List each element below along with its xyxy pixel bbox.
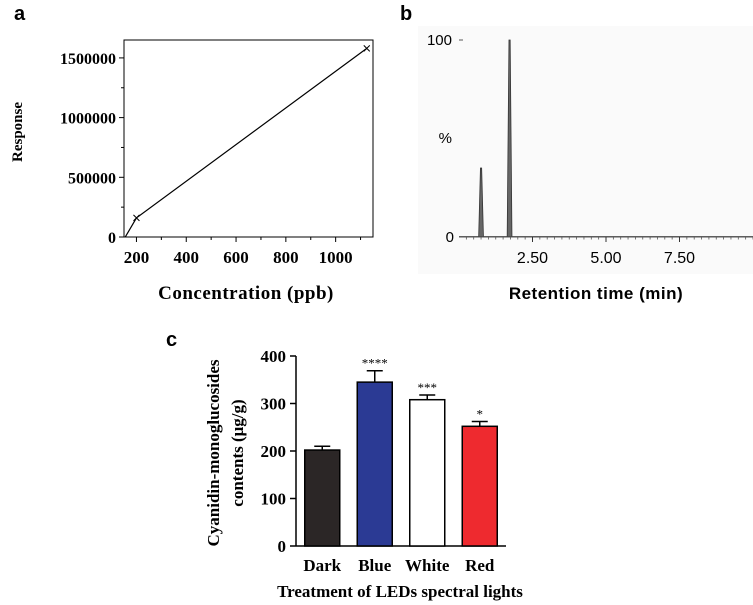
panel-b-label: b xyxy=(400,3,412,25)
panel-c-significance-label: *** xyxy=(418,380,438,395)
panel-c-marks: Dark **** Blue *** White * Red xyxy=(303,356,498,575)
panel-a-data-point xyxy=(133,214,140,222)
panel-c-y-axis-label-line2: contents (μg/g) xyxy=(228,399,247,506)
panel-c-y-tick-label: 400 xyxy=(261,347,287,366)
panel-b-peak xyxy=(506,39,513,238)
panel-a-x-tick-label: 600 xyxy=(223,248,249,267)
panel-c-y-tick-label: 300 xyxy=(261,395,287,414)
panel-b-x-tick-label: 2.50 xyxy=(517,250,548,267)
panel-b-peak xyxy=(478,167,484,238)
panel-a-data-point xyxy=(363,45,371,52)
panel-c-y-tick-label: 0 xyxy=(278,537,287,556)
panel-a-y-tick-label: 1500000 xyxy=(60,51,116,68)
panel-c-category-label: Blue xyxy=(358,556,392,575)
panel-c-y-tick-label: 200 xyxy=(261,442,287,461)
panel-c-y-tick-label: 100 xyxy=(261,490,287,509)
panel-b-y-top-label: 100 xyxy=(427,32,452,49)
panel-a-y-axis-label: Response xyxy=(10,102,26,162)
panel-c-significance-label: **** xyxy=(362,356,388,371)
panel-a-x-tick-label: 800 xyxy=(273,248,299,267)
panel-b-x-tick-label: 5.00 xyxy=(590,250,621,267)
panel-c-bar-chart: c 0 100 200 300 400 Dark **** Blue *** White * Red… xyxy=(166,329,523,601)
panel-b-x-axis-label: Retention time (min) xyxy=(509,284,683,303)
panel-a-marks xyxy=(124,45,371,238)
panel-c-bar xyxy=(356,381,393,547)
panel-c-significance-label: * xyxy=(477,407,484,422)
panel-a-y-tick-label: 1000000 xyxy=(60,111,116,128)
panel-c-category-label: Red xyxy=(465,556,495,575)
panel-b-marks xyxy=(459,39,753,238)
panel-b-y-axis-label: % xyxy=(439,130,452,147)
panel-b-x-tick-label: 7.50 xyxy=(664,250,695,267)
panel-c-bar xyxy=(461,425,498,547)
panel-a-ticks: 0 500000 1000000 1500000 200 400 600 800 1000 xyxy=(60,39,374,267)
panel-c-category-label: Dark xyxy=(303,556,341,575)
panel-c-bar xyxy=(304,449,341,547)
panel-a-x-axis-label: Concentration (ppb) xyxy=(158,283,334,304)
panel-c-y-axis-label-line1: Cyanidin-monoglucosides xyxy=(204,359,223,546)
panel-c-category-label: White xyxy=(405,556,450,575)
panel-a-regression-line xyxy=(124,47,368,238)
panel-a-frame xyxy=(123,39,374,238)
panel-a-x-tick-label: 400 xyxy=(174,248,200,267)
panel-a-x-tick-label: 1000 xyxy=(319,248,353,267)
panel-c-ticks: 0 100 200 300 400 xyxy=(261,347,506,556)
panel-a-label: a xyxy=(14,3,26,25)
panel-c-bar xyxy=(409,398,446,547)
panel-c-label: c xyxy=(166,329,177,351)
panel-b-chromatogram: b 2.50 5.00 7.50 100 % 0 Retention time (m… xyxy=(400,3,753,303)
panel-c-x-axis-label: Treatment of LEDs spectral lights xyxy=(277,582,523,601)
panel-b-plot-background xyxy=(418,26,753,274)
panel-a-y-tick-label: 0 xyxy=(108,230,116,247)
panel-a-x-tick-label: 200 xyxy=(124,248,150,267)
panel-b-y-zero-label: 0 xyxy=(446,229,454,246)
panel-a-y-tick-label: 500000 xyxy=(68,170,116,187)
